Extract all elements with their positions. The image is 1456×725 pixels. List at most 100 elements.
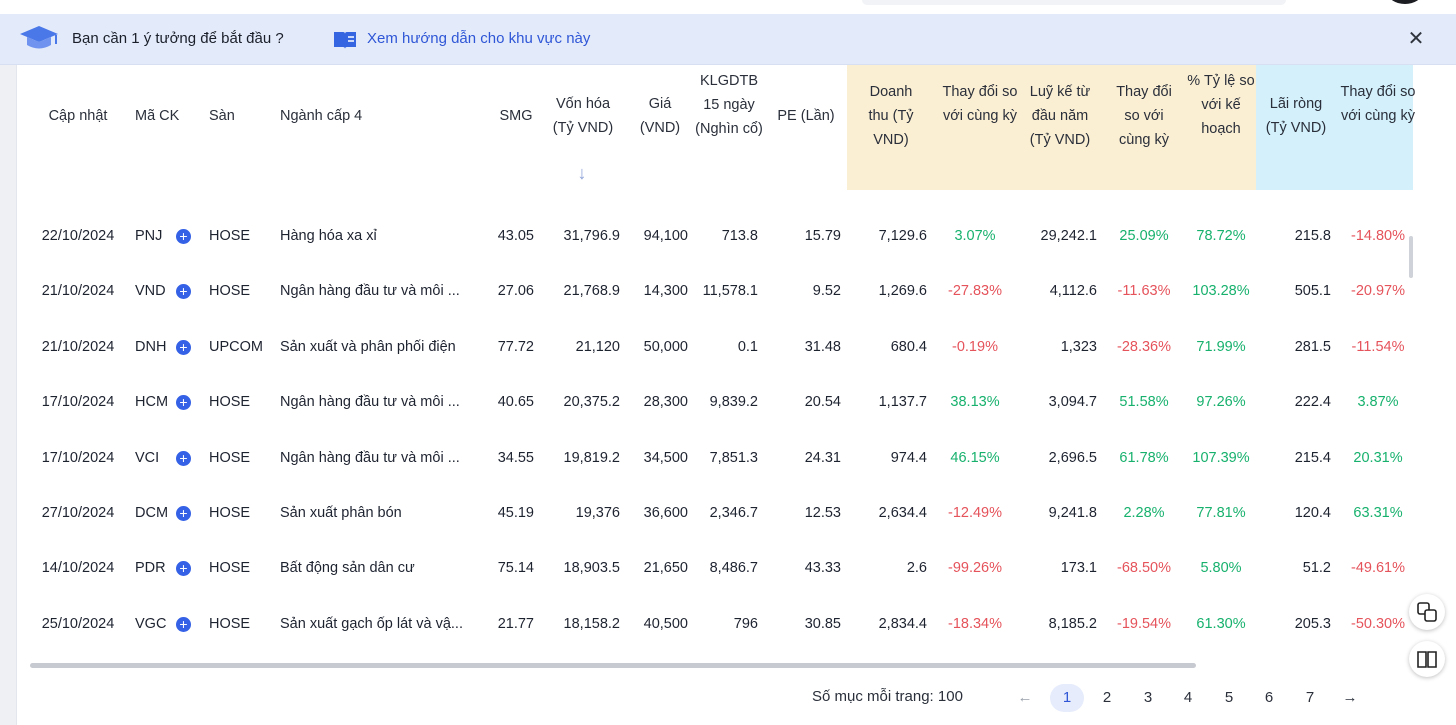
header-pe[interactable]: PE (Lần) [777, 108, 835, 124]
page-3-button[interactable]: 3 [1143, 689, 1153, 706]
cell-ticker[interactable]: VGC [135, 616, 167, 632]
header-smg[interactable]: SMG [499, 108, 533, 124]
cell-ytd: 9,241.8 [1048, 505, 1097, 521]
cell-revenue: 1,269.6 [878, 283, 927, 299]
cell-volume: 9,839.2 [709, 394, 758, 410]
page-1-button[interactable]: 1 [1050, 684, 1084, 712]
cell-ytd-change: -68.50% [1116, 560, 1171, 576]
cell-revenue-change: -12.49% [947, 505, 1002, 521]
cell-industry: Sản xuất và phân phối điện [280, 339, 456, 355]
per-page-label[interactable]: Số mục mỗi trang: 100 [812, 688, 963, 705]
add-watchlist-icon[interactable]: + [176, 284, 191, 299]
cell-smg: 75.14 [497, 560, 534, 576]
header-ytd-change[interactable]: Thay đổi so với cùng kỳ [1116, 84, 1172, 148]
page-6-button[interactable]: 6 [1264, 689, 1274, 706]
cell-ticker[interactable]: HCM [135, 394, 169, 410]
prev-page-button[interactable]: ← [1017, 689, 1033, 706]
cell-smg: 21.77 [497, 616, 534, 632]
horizontal-scrollbar[interactable] [30, 663, 1196, 668]
cell-market-cap: 21,768.9 [563, 283, 620, 299]
page-2-button[interactable]: 2 [1102, 689, 1112, 706]
add-watchlist-icon[interactable]: + [176, 395, 191, 410]
page-4-button[interactable]: 4 [1183, 689, 1193, 706]
header-revenue[interactable]: Doanh thu (Tỷ VND) [868, 84, 914, 148]
cell-ytd: 1,323 [1060, 339, 1097, 355]
cell-ytd: 3,094.7 [1048, 394, 1097, 410]
cell-plan-pct: 107.39% [1192, 450, 1250, 466]
graduation-cap-icon [20, 26, 58, 49]
cell-ytd-change: 2.28% [1123, 505, 1165, 521]
avatar[interactable] [1388, 0, 1422, 4]
cell-net-profit: 215.8 [1294, 228, 1331, 244]
cell-revenue-change: -99.26% [947, 560, 1002, 576]
cell-revenue: 2.6 [906, 560, 927, 576]
cell-smg: 34.55 [497, 450, 534, 466]
header-volume[interactable]: KLGDTB 15 ngày (Nghìn cổ) [695, 73, 763, 137]
cell-ytd: 4,112.6 [1049, 283, 1097, 299]
cell-ticker[interactable]: VCI [135, 450, 160, 466]
cell-price: 14,300 [643, 283, 688, 299]
cell-net-profit: 222.4 [1294, 394, 1331, 410]
add-watchlist-icon[interactable]: + [176, 561, 191, 576]
header-plan-pct[interactable]: % Tỷ lệ so với kế hoạch [1187, 73, 1255, 137]
cell-market-cap: 19,376 [575, 505, 620, 521]
add-watchlist-icon[interactable]: + [176, 340, 191, 355]
cell-industry: Ngân hàng đầu tư và môi ... [280, 450, 460, 466]
cell-ytd-change: -19.54% [1116, 616, 1171, 632]
header-ticker[interactable]: Mã CK [135, 108, 180, 124]
revenue-header-group [847, 65, 1256, 190]
reader-button[interactable] [1409, 641, 1445, 677]
header-ytd[interactable]: Luỹ kế từ đầu năm (Tỷ VND) [1029, 84, 1091, 148]
cell-profit-change: -50.30% [1350, 616, 1405, 632]
profit-header-group [1256, 65, 1413, 190]
page-7-button[interactable]: 7 [1305, 689, 1315, 706]
header-profit-change[interactable]: Thay đổi so với cùng kỳ [1340, 84, 1416, 124]
cell-ticker[interactable]: DCM [135, 505, 169, 521]
header-updated[interactable]: Cập nhật [48, 108, 108, 124]
cell-plan-pct: 61.30% [1196, 616, 1246, 632]
cell-volume: 0.1 [737, 339, 758, 355]
guide-link[interactable]: Xem hướng dẫn cho khu vực này [367, 30, 591, 47]
page-5-button[interactable]: 5 [1224, 689, 1234, 706]
sort-arrow-down-icon[interactable]: ↓ [577, 163, 587, 183]
header-exchange[interactable]: Sàn [209, 108, 235, 124]
cell-price: 94,100 [643, 228, 688, 244]
add-watchlist-icon[interactable]: + [176, 506, 191, 521]
cell-pe: 12.53 [804, 505, 841, 521]
cell-revenue-change: 46.15% [950, 450, 1000, 466]
cell-profit-change: 63.31% [1353, 505, 1403, 521]
add-watchlist-icon[interactable]: + [176, 617, 191, 632]
add-watchlist-icon[interactable]: + [176, 229, 191, 244]
cell-date: 21/10/2024 [41, 339, 115, 355]
header-net-profit[interactable]: Lãi ròng (Tỷ VND) [1265, 96, 1327, 136]
header-revenue-change[interactable]: Thay đổi so với cùng kỳ [942, 84, 1018, 124]
cell-ticker[interactable]: PDR [135, 560, 166, 576]
cell-revenue: 2,634.4 [878, 505, 927, 521]
header-industry[interactable]: Ngành cấp 4 [280, 108, 363, 124]
cell-smg: 27.06 [497, 283, 534, 299]
cell-ticker[interactable]: VND [135, 283, 166, 299]
cell-date: 14/10/2024 [41, 560, 115, 576]
next-page-button[interactable]: → [1342, 689, 1358, 706]
translate-button[interactable] [1409, 594, 1445, 630]
cell-ticker[interactable]: PNJ [135, 228, 163, 244]
search-box-fragment[interactable] [862, 0, 1286, 5]
cell-exchange: HOSE [209, 505, 251, 521]
header-market-cap[interactable]: Vốn hóa (Tỷ VND) [552, 96, 614, 136]
cell-pe: 15.79 [804, 228, 841, 244]
close-icon[interactable]: ✕ [1407, 28, 1425, 50]
cell-revenue: 2,834.4 [878, 616, 927, 632]
idea-prompt-text: Bạn cần 1 ý tưởng để bắt đầu ? [72, 30, 284, 47]
cell-price: 21,650 [643, 560, 688, 576]
vertical-scrollbar[interactable] [1409, 236, 1413, 278]
header-price[interactable]: Giá (VND) [639, 96, 681, 136]
cell-ticker[interactable]: DNH [135, 339, 167, 355]
hint-banner: Bạn cần 1 ý tưởng để bắt đầu ? Xem hướng… [0, 14, 1456, 65]
cell-date: 17/10/2024 [41, 450, 115, 466]
add-watchlist-icon[interactable]: + [176, 451, 191, 466]
cell-market-cap: 19,819.2 [563, 450, 620, 466]
cell-smg: 77.72 [497, 339, 534, 355]
cell-revenue-change: -27.83% [947, 283, 1002, 299]
cell-revenue: 680.4 [890, 339, 927, 355]
cell-exchange: HOSE [209, 228, 251, 244]
